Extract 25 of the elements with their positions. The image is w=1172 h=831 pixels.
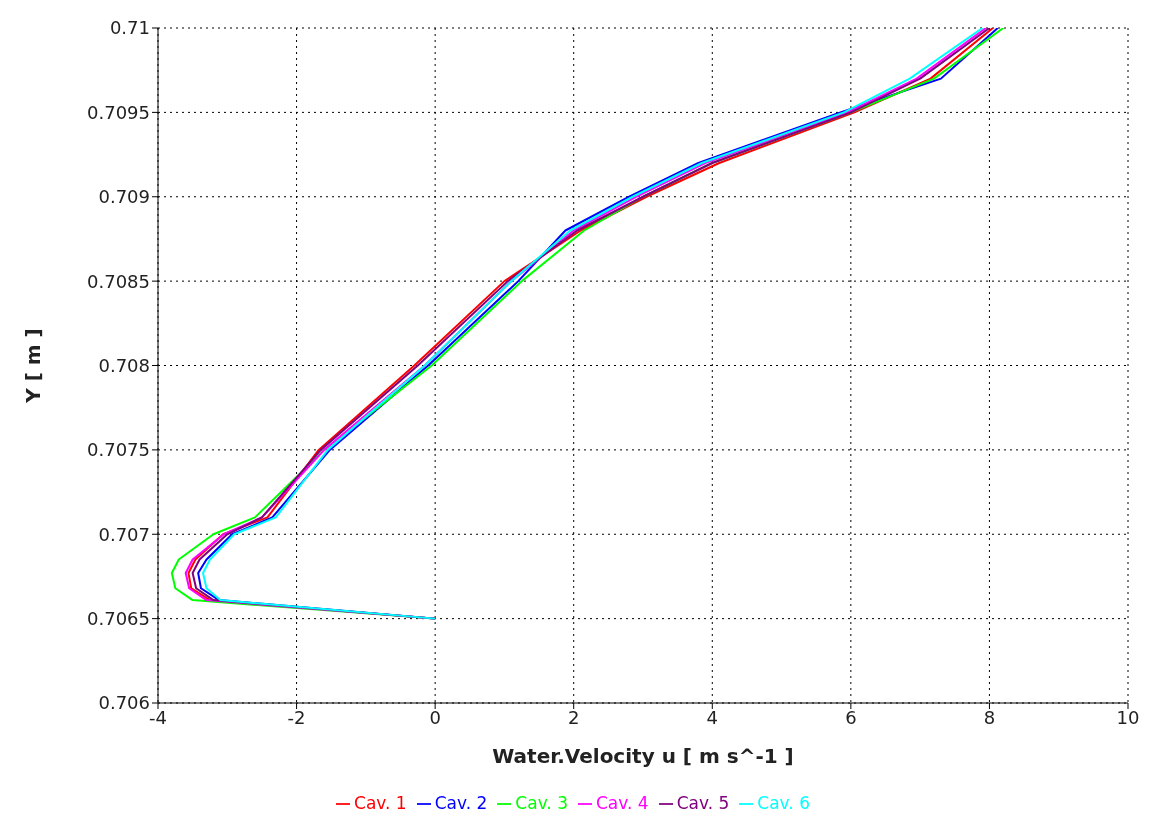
y-tick-label: 0.709 (98, 186, 150, 208)
y-axis-title: Y [ m ] (21, 328, 46, 404)
legend-label: Cav. 2 (434, 793, 488, 813)
legend-label: Cav. 4 (596, 793, 649, 813)
x-tick-label: -4 (149, 706, 167, 728)
x-tick-label: 4 (706, 706, 719, 728)
x-tick-label: 6 (845, 706, 857, 728)
x-tick-label: -2 (287, 706, 306, 728)
y-tick-label: 0.708 (98, 354, 150, 376)
y-tick-label: 0.707 (98, 523, 150, 545)
y-tick-label: 0.7065 (87, 608, 150, 630)
y-tick-label: 0.7085 (87, 270, 150, 292)
y-tick-label: 0.71 (109, 17, 150, 39)
legend-label: Cav. 5 (676, 793, 730, 813)
y-tick-label: 0.7075 (87, 439, 150, 461)
legend-label: Cav. 1 (354, 793, 407, 813)
y-tick-label: 0.706 (98, 692, 150, 714)
x-tick-label: 10 (1116, 706, 1140, 728)
x-axis-title: Water.Velocity u [ m s^-1 ] (492, 744, 794, 768)
x-tick-label: 2 (567, 706, 580, 728)
x-tick-label: 8 (983, 706, 996, 728)
y-tick-label: 0.7095 (87, 101, 150, 123)
legend-label: Cav. 3 (515, 793, 568, 813)
legend-label: Cav. 6 (757, 793, 810, 813)
x-tick-label: 0 (429, 706, 441, 728)
